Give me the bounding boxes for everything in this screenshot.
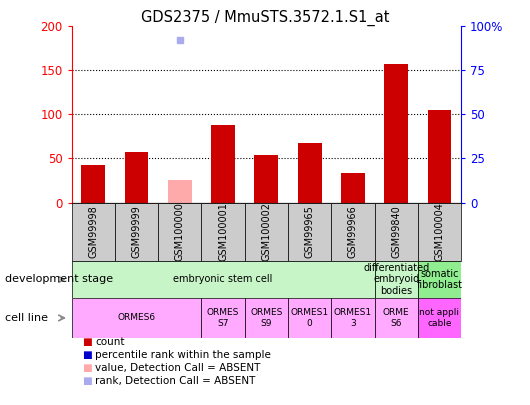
Text: not appli
cable: not appli cable — [419, 308, 460, 328]
Bar — [375, 261, 418, 298]
Text: percentile rank within the sample: percentile rank within the sample — [95, 350, 271, 360]
Text: GDS2375 / MmuSTS.3572.1.S1_at: GDS2375 / MmuSTS.3572.1.S1_at — [141, 10, 389, 26]
Text: ORMES6: ORMES6 — [118, 313, 155, 322]
Bar — [201, 202, 245, 261]
Text: cell line: cell line — [5, 313, 48, 323]
Text: GSM100004: GSM100004 — [435, 202, 445, 261]
Text: ■: ■ — [82, 363, 92, 373]
Bar — [72, 261, 375, 298]
Bar — [168, 179, 192, 202]
Bar — [72, 202, 115, 261]
Text: ■: ■ — [82, 350, 92, 360]
Bar — [245, 298, 288, 338]
Text: somatic
fibroblast: somatic fibroblast — [417, 269, 463, 290]
Bar — [418, 261, 461, 298]
Bar — [341, 173, 365, 202]
Bar — [72, 298, 201, 338]
Text: GSM99998: GSM99998 — [88, 205, 98, 258]
Bar — [418, 202, 461, 261]
Bar — [201, 298, 245, 338]
Text: value, Detection Call = ABSENT: value, Detection Call = ABSENT — [95, 363, 261, 373]
Text: GSM100002: GSM100002 — [261, 202, 271, 261]
Text: ■: ■ — [82, 376, 92, 386]
Bar — [331, 298, 375, 338]
Text: GSM99965: GSM99965 — [305, 205, 315, 258]
Bar — [384, 64, 408, 202]
Text: GSM99840: GSM99840 — [391, 205, 401, 258]
Bar — [81, 164, 105, 202]
Text: embryonic stem cell: embryonic stem cell — [173, 275, 273, 284]
Text: development stage: development stage — [5, 275, 113, 284]
Bar — [428, 110, 452, 202]
Text: GSM99966: GSM99966 — [348, 205, 358, 258]
Bar — [418, 298, 461, 338]
Bar — [254, 155, 278, 202]
Bar — [288, 298, 331, 338]
Bar — [288, 202, 331, 261]
Text: ORMES
S9: ORMES S9 — [250, 308, 282, 328]
Text: GSM99999: GSM99999 — [131, 205, 142, 258]
Bar — [375, 298, 418, 338]
Bar — [125, 152, 148, 202]
Bar — [245, 202, 288, 261]
Text: ORMES1
0: ORMES1 0 — [290, 308, 329, 328]
Text: GSM100000: GSM100000 — [175, 202, 185, 261]
Text: ORME
S6: ORME S6 — [383, 308, 410, 328]
Text: GSM100001: GSM100001 — [218, 202, 228, 261]
Text: ■: ■ — [82, 337, 92, 347]
Bar — [298, 143, 322, 202]
Bar — [115, 202, 158, 261]
Bar — [158, 202, 201, 261]
Bar — [211, 125, 235, 202]
Text: ORMES1
3: ORMES1 3 — [334, 308, 372, 328]
Text: differentiated
embryoid
bodies: differentiated embryoid bodies — [363, 263, 429, 296]
Bar — [375, 202, 418, 261]
Text: count: count — [95, 337, 125, 347]
Text: ORMES
S7: ORMES S7 — [207, 308, 239, 328]
Bar — [331, 202, 375, 261]
Text: rank, Detection Call = ABSENT: rank, Detection Call = ABSENT — [95, 376, 256, 386]
